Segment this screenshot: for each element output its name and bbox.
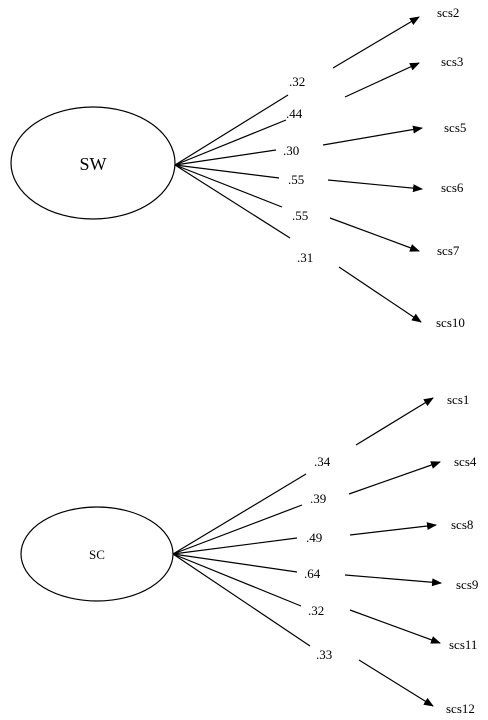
factor-sw-group: SW .32 .44 .30 .55 .55 .31 scs2 scs3 scs…: [11, 5, 466, 330]
sc-arrow-6: [359, 660, 433, 706]
sc-loading-2: .39: [310, 491, 326, 506]
sw-indicator-2: scs3: [441, 54, 463, 69]
sw-path-6-stem: [175, 165, 290, 238]
sc-arrow-1: [356, 398, 433, 445]
sc-arrow-5: [350, 610, 440, 643]
sc-arrow-3: [350, 525, 436, 535]
sc-loading-4: .64: [304, 566, 321, 581]
sw-indicator-1: scs2: [437, 5, 459, 20]
sw-path-2-stem: [175, 120, 286, 165]
sc-indicator-2: scs4: [454, 454, 477, 469]
factor-sc-group: SC .34 .39 .49 .64 .32 .33 scs1 scs4 scs…: [21, 392, 478, 716]
sc-loading-5: .32: [308, 603, 324, 618]
factor-sw-label: SW: [80, 154, 107, 174]
sw-arrow-6: [339, 267, 421, 322]
sc-indicator-3: scs8: [451, 517, 473, 532]
sw-indicator-3: scs5: [444, 120, 466, 135]
sw-indicator-6: scs10: [436, 315, 465, 330]
sc-arrow-4: [345, 575, 441, 583]
sc-path-2-stem: [173, 505, 302, 554]
sw-arrow-5: [330, 218, 419, 251]
sw-arrow-2: [345, 63, 419, 97]
sc-path-3-stem: [173, 538, 297, 554]
sc-path-5-stem: [173, 554, 301, 606]
sc-loading-1: .34: [314, 454, 331, 469]
factor-sc-label: SC: [89, 547, 105, 562]
sw-arrow-4: [328, 180, 422, 189]
sc-loading-6: .33: [316, 647, 332, 662]
sw-path-3-stem: [175, 150, 276, 165]
sc-path-1-stem: [173, 474, 306, 554]
sw-arrow-1: [333, 17, 419, 68]
sw-indicator-5: scs7: [437, 243, 460, 258]
sc-arrow-2: [349, 462, 440, 494]
sw-indicator-4: scs6: [441, 180, 464, 195]
sc-indicator-1: scs1: [447, 392, 469, 407]
sc-indicator-4: scs9: [456, 577, 478, 592]
sw-loading-1: .32: [289, 74, 305, 89]
sw-arrow-3: [323, 128, 422, 145]
sc-loading-3: .49: [306, 530, 322, 545]
sw-loading-5: .55: [292, 208, 308, 223]
sc-indicator-6: scs12: [446, 701, 475, 716]
sc-path-6-stem: [173, 554, 310, 646]
sw-loading-3: .30: [283, 143, 299, 158]
sw-loading-4: .55: [288, 172, 304, 187]
sc-indicator-5: scs11: [449, 637, 477, 652]
sc-path-4-stem: [173, 554, 297, 572]
sw-loading-2: .44: [286, 106, 303, 121]
sw-loading-6: .31: [297, 250, 313, 265]
sw-path-1-stem: [175, 95, 288, 165]
